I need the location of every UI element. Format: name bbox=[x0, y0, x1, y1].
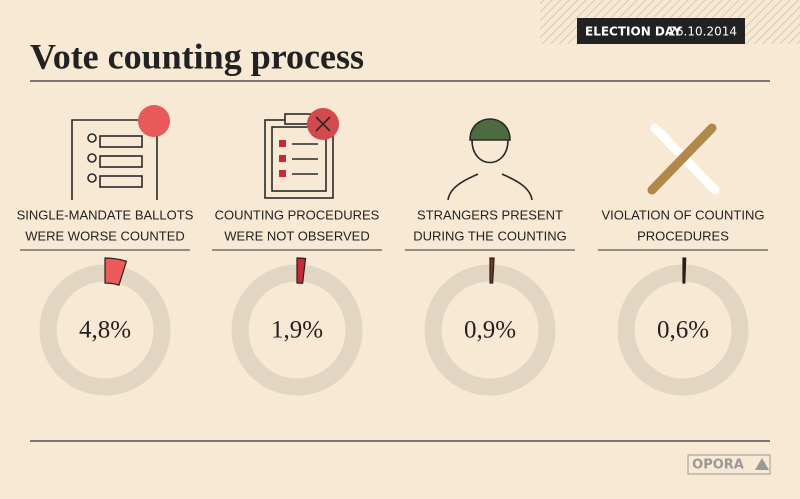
logo: OPORA bbox=[692, 458, 744, 473]
category-label: WERE NOT OBSERVED bbox=[224, 228, 369, 243]
value-label: 0,9% bbox=[464, 317, 516, 344]
category-label: WERE WORSE COUNTED bbox=[25, 228, 185, 243]
logo-box bbox=[687, 454, 771, 475]
category-label: COUNTING PROCEDURES bbox=[215, 207, 380, 222]
badge-date: 26.10.2014 bbox=[668, 25, 737, 39]
category-label: SINGLE-MANDATE BALLOTS bbox=[17, 207, 194, 222]
badge bbox=[577, 18, 745, 44]
wedge bbox=[682, 257, 687, 284]
badge-label: ELECTION DAY bbox=[585, 25, 682, 39]
person-icon bbox=[447, 118, 533, 201]
category-label: PROCEDURES bbox=[637, 228, 729, 243]
logo-mark bbox=[755, 458, 769, 470]
wedge bbox=[489, 257, 495, 284]
wedge bbox=[104, 257, 128, 286]
value-label: 4,8% bbox=[79, 317, 131, 344]
category-label: DURING THE COUNTING bbox=[413, 228, 567, 243]
category-label: STRANGERS PRESENT bbox=[417, 207, 563, 222]
clipboard-icon bbox=[264, 108, 339, 199]
bats-icon bbox=[647, 123, 720, 195]
value-label: 1,9% bbox=[271, 317, 323, 344]
category-label: VIOLATION OF COUNTING bbox=[602, 207, 765, 222]
chart-title: Vote counting process bbox=[30, 36, 364, 76]
ballot-icon bbox=[71, 105, 170, 200]
value-label: 0,6% bbox=[657, 317, 709, 344]
wedge bbox=[296, 257, 307, 285]
